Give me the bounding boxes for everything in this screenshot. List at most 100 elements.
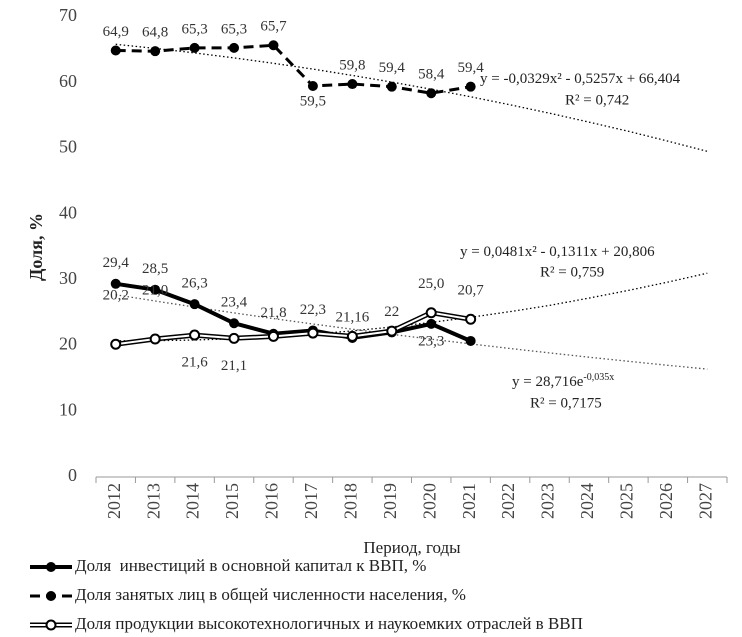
y-tick-label: 10 xyxy=(59,399,77,419)
series-point xyxy=(425,307,437,319)
value-label: 59,5 xyxy=(300,93,326,109)
x-tick-label: 2020 xyxy=(419,483,439,519)
series-point xyxy=(426,88,437,99)
x-tick-label: 2013 xyxy=(143,483,163,519)
value-label: 59,4 xyxy=(379,60,406,76)
value-label: 29,4 xyxy=(103,255,130,271)
series-point xyxy=(386,325,398,337)
series-point xyxy=(189,42,200,53)
series-point xyxy=(110,45,121,56)
trendline xyxy=(115,272,708,342)
x-tick-label: 2016 xyxy=(262,483,282,519)
x-tick-label: 2027 xyxy=(695,483,715,519)
y-tick-label: 20 xyxy=(59,334,77,354)
series-point xyxy=(110,278,121,289)
trend-equation: y = -0,0329x² - 0,5257x + 66,404 xyxy=(480,71,681,87)
y-tick-label: 30 xyxy=(59,268,77,288)
value-label: 21,6 xyxy=(181,354,208,370)
x-tick-label: 2014 xyxy=(183,483,203,519)
series-line xyxy=(115,43,471,95)
series-line xyxy=(115,281,472,343)
trend-equation: y = 28,716e-0,035x xyxy=(512,372,614,391)
trend-equation-text: y = 28,716e xyxy=(512,374,584,390)
trend-r2: R² = 0,742 xyxy=(565,92,629,108)
series-point xyxy=(268,40,279,51)
legend-label: Доля занятых лиц в общей численности нас… xyxy=(75,585,466,604)
series-point xyxy=(346,330,358,342)
x-tick-label: 2015 xyxy=(222,483,242,519)
series-point xyxy=(465,81,476,92)
x-tick-label: 2023 xyxy=(538,483,558,519)
series-point xyxy=(229,42,240,53)
x-tick-label: 2026 xyxy=(656,483,676,519)
y-tick-label: 40 xyxy=(59,202,77,222)
value-label: 21,8 xyxy=(260,305,286,321)
series-point xyxy=(307,81,318,91)
series-point xyxy=(150,284,161,295)
x-tick-label: 2018 xyxy=(340,483,360,519)
trend-r2: R² = 0,7175 xyxy=(530,395,602,411)
series-point xyxy=(426,318,437,329)
y-tick-label: 70 xyxy=(59,5,77,25)
series-point xyxy=(347,79,358,90)
series-point xyxy=(228,332,240,344)
x-tick-label: 2022 xyxy=(498,483,518,519)
trend-r2: R² = 0,759 xyxy=(540,264,604,280)
value-label: 65,3 xyxy=(181,21,207,37)
value-label: 21,1 xyxy=(221,358,247,374)
value-label: 20,2 xyxy=(103,288,129,304)
x-tick-label: 2025 xyxy=(617,483,637,519)
value-label: 65,7 xyxy=(260,19,287,35)
value-label: 23,4 xyxy=(221,295,248,311)
value-label: 64,9 xyxy=(103,24,129,40)
value-label: 21,16 xyxy=(335,309,369,325)
series-point xyxy=(386,81,397,92)
value-label: 59,8 xyxy=(339,57,365,73)
x-tick-label: 2017 xyxy=(301,483,321,519)
value-label: 26,3 xyxy=(181,276,207,292)
series-point xyxy=(465,313,477,325)
series-point xyxy=(189,329,201,341)
y-tick-label: 0 xyxy=(68,465,77,485)
value-label: 28,5 xyxy=(142,261,168,277)
legend-marker xyxy=(46,591,56,601)
series-point xyxy=(267,330,279,342)
value-label: 65,3 xyxy=(221,21,247,37)
x-tick-label: 2021 xyxy=(459,483,479,519)
trend-equation-text: y = 0,0481x² - 0,1311x + 20,806 xyxy=(460,244,655,260)
trend-equation-exponent: -0,035x xyxy=(583,372,614,383)
x-axis-label: Период, годы xyxy=(363,538,461,557)
legend-marker xyxy=(46,562,56,572)
trend-equation: y = 0,0481x² - 0,1311x + 20,806 xyxy=(460,244,655,260)
value-label: 22 xyxy=(384,304,399,320)
series-point xyxy=(229,318,240,329)
series-line-inner xyxy=(115,311,471,346)
trend-equation-text: y = -0,0329x² - 0,5257x + 66,404 xyxy=(480,71,681,87)
value-label: 21,0 xyxy=(142,282,168,298)
trendline xyxy=(115,294,708,370)
series-point xyxy=(150,46,161,57)
value-label: 58,4 xyxy=(418,67,445,83)
series-point xyxy=(149,333,161,345)
series-point xyxy=(110,338,122,350)
x-tick-label: 2012 xyxy=(104,483,124,519)
series-point xyxy=(307,327,319,339)
legend-label: Доля инвестиций в основной капитал к ВВП… xyxy=(75,556,426,575)
y-tick-label: 60 xyxy=(59,71,77,91)
value-label: 59,4 xyxy=(458,60,485,76)
series-point xyxy=(465,335,476,346)
value-label: 20,7 xyxy=(458,282,485,298)
value-label: 23,3 xyxy=(418,333,444,349)
trendline xyxy=(115,43,708,152)
value-label: 22,3 xyxy=(300,302,326,318)
y-axis-label: Доля, % xyxy=(26,213,46,281)
value-label: 64,8 xyxy=(142,25,168,41)
legend-label: Доля продукции высокотехнологичных и нау… xyxy=(75,614,583,633)
y-tick-label: 50 xyxy=(59,137,77,157)
x-tick-label: 2024 xyxy=(577,483,597,519)
legend-marker xyxy=(45,619,57,631)
x-tick-label: 2019 xyxy=(380,483,400,519)
value-label: 25,0 xyxy=(418,276,444,292)
series-point xyxy=(189,299,200,310)
